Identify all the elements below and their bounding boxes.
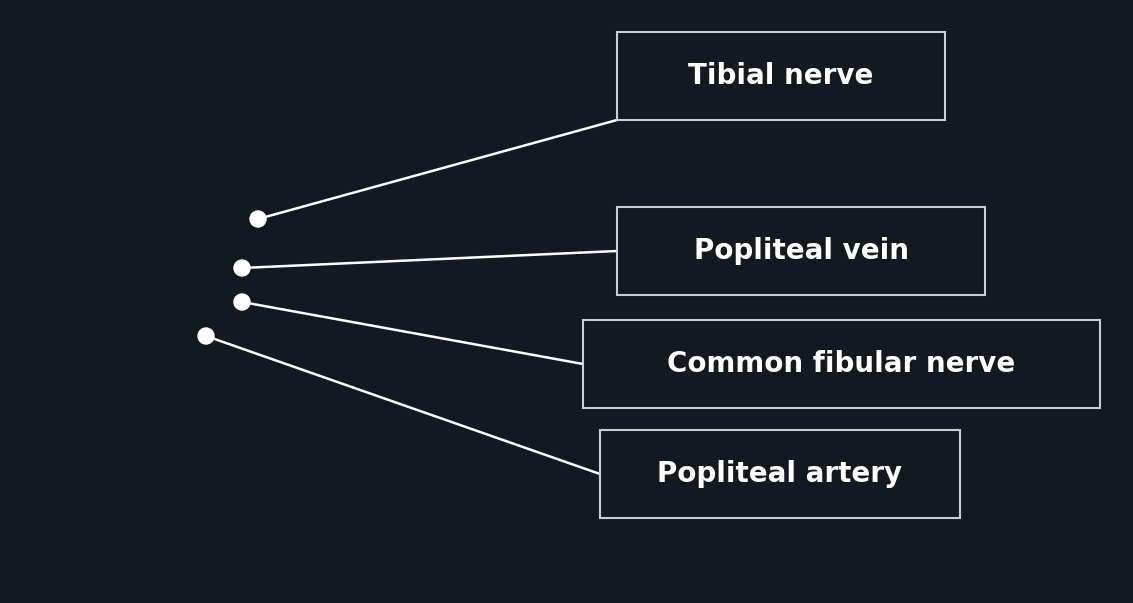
FancyBboxPatch shape bbox=[583, 320, 1100, 408]
Circle shape bbox=[250, 211, 266, 227]
Text: Common fibular nerve: Common fibular nerve bbox=[667, 350, 1015, 378]
Text: Popliteal artery: Popliteal artery bbox=[657, 460, 903, 488]
FancyBboxPatch shape bbox=[617, 207, 985, 295]
Text: Tibial nerve: Tibial nerve bbox=[689, 62, 874, 90]
Circle shape bbox=[235, 260, 250, 276]
Circle shape bbox=[198, 328, 214, 344]
Circle shape bbox=[235, 294, 250, 310]
FancyBboxPatch shape bbox=[600, 430, 960, 518]
Text: Popliteal vein: Popliteal vein bbox=[693, 237, 909, 265]
FancyBboxPatch shape bbox=[617, 32, 945, 120]
